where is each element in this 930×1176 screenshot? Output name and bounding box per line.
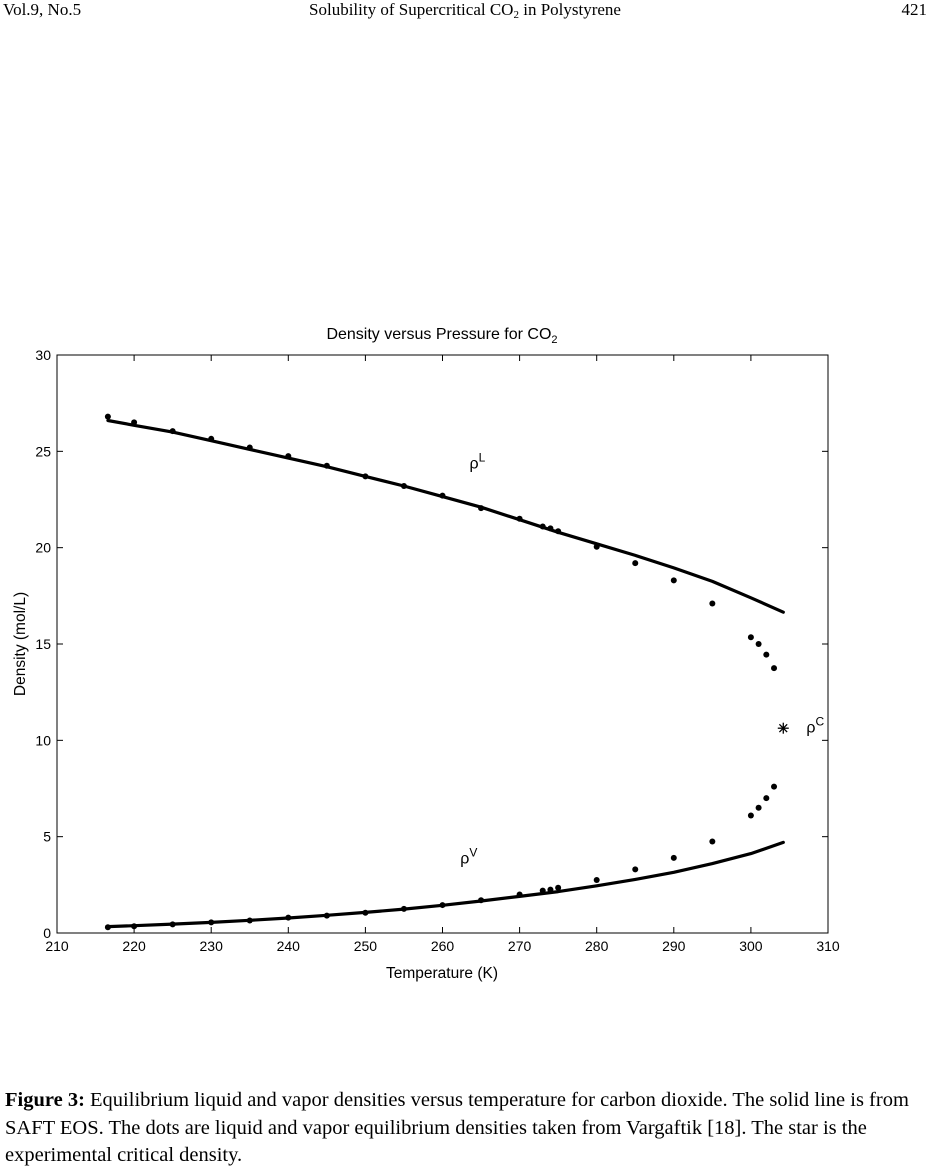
- y-tick-label: 20: [35, 540, 51, 556]
- annotations: ρL ρV ρC: [460, 451, 824, 868]
- x-tick-label: 210: [45, 938, 69, 954]
- figure-caption: Figure 3: Equilibrium liquid and vapor d…: [5, 1087, 920, 1170]
- data-point: [709, 600, 716, 607]
- plot-frame: [56, 354, 829, 934]
- data-point: [208, 435, 215, 442]
- y-tick-label: 15: [35, 636, 51, 652]
- axis-ticks: 210 220 230 240 250 260 270 280 290 300 310 0 5 10 15 2…: [35, 347, 839, 954]
- data-point: [131, 923, 138, 930]
- figure-caption-text: Equilibrium liquid and vapor densities v…: [5, 1089, 909, 1166]
- data-point: [246, 917, 253, 924]
- saft-curve: [106, 840, 785, 929]
- x-tick-label: 230: [200, 938, 224, 954]
- data-point: [539, 523, 546, 530]
- data-point: [516, 515, 523, 522]
- data-point: [362, 909, 369, 916]
- running-header-title-suffix: in Polystyrene: [518, 0, 621, 19]
- data-point: [246, 444, 253, 451]
- data-point: [323, 462, 330, 469]
- data-point: [593, 877, 600, 884]
- data-point: [670, 854, 677, 861]
- data-point: [763, 795, 770, 802]
- x-tick-label: 240: [277, 938, 301, 954]
- x-tick-label: 280: [585, 938, 609, 954]
- data-point: [104, 924, 111, 931]
- x-tick-label: 250: [354, 938, 378, 954]
- data-point: [208, 919, 215, 926]
- density-temperature-chart: Density versus Pressure for CO2 210 220 23…: [12, 326, 840, 982]
- running-header-title-subscript: 2: [513, 9, 519, 21]
- data-point: [439, 492, 446, 499]
- data-point: [131, 419, 138, 426]
- data-point: [323, 912, 330, 919]
- y-tick-label: 25: [35, 443, 51, 459]
- critical-density-star: [777, 722, 789, 734]
- data-point: [478, 505, 485, 512]
- saft-curve: [106, 418, 785, 614]
- x-tick-label: 270: [508, 938, 532, 954]
- data-point: [439, 902, 446, 909]
- chart-title: Density versus Pressure for CO2: [326, 326, 557, 346]
- data-point: [104, 413, 111, 420]
- running-header-title: Solubility of Supercritical CO2 in Polys…: [0, 0, 930, 21]
- data-point: [709, 838, 716, 845]
- y-tick-label: 10: [35, 732, 51, 748]
- y-tick-label: 30: [35, 347, 51, 363]
- data-point: [632, 866, 639, 873]
- data-point: [763, 651, 770, 658]
- data-point: [747, 812, 754, 819]
- data-point: [555, 528, 562, 535]
- y-tick-label: 5: [43, 829, 51, 845]
- running-header-volume: Vol.9, No.5: [3, 0, 82, 19]
- data-marks: [104, 413, 789, 931]
- page-number: 421: [901, 0, 928, 19]
- data-point: [362, 473, 369, 480]
- data-point: [747, 634, 754, 641]
- data-point: [771, 665, 778, 672]
- data-point: [547, 886, 554, 893]
- data-point: [400, 905, 407, 912]
- data-point: [400, 483, 407, 490]
- x-axis-label: Temperature (K): [386, 965, 498, 982]
- data-point: [285, 453, 292, 460]
- x-tick-label: 290: [662, 938, 686, 954]
- data-point: [169, 428, 176, 435]
- chart-title-subscript: 2: [551, 334, 557, 346]
- annotation-label: ρC: [806, 715, 824, 737]
- annotation-label: ρL: [469, 451, 485, 473]
- x-tick-label: 310: [816, 938, 840, 954]
- data-point: [547, 525, 554, 532]
- data-point: [670, 577, 677, 584]
- chart-title-prefix: Density versus Pressure for CO: [326, 326, 551, 343]
- data-point: [755, 804, 762, 811]
- x-tick-label: 260: [431, 938, 455, 954]
- data-point: [555, 884, 562, 891]
- data-point: [593, 543, 600, 550]
- figure-caption-label: Figure 3:: [5, 1089, 85, 1111]
- data-point: [539, 887, 546, 894]
- data-point: [755, 641, 762, 647]
- data-point: [632, 560, 639, 567]
- y-tick-label: 0: [43, 925, 51, 941]
- data-point: [478, 897, 485, 904]
- x-tick-label: 300: [739, 938, 763, 954]
- x-tick-label: 220: [122, 938, 146, 954]
- annotation-label: ρV: [460, 846, 477, 868]
- data-point: [516, 891, 523, 898]
- data-point: [285, 914, 292, 921]
- data-point: [169, 921, 176, 928]
- y-axis-label: Density (mol/L): [12, 592, 29, 696]
- data-point: [771, 783, 778, 790]
- running-header-title-prefix: Solubility of Supercritical CO: [309, 0, 514, 19]
